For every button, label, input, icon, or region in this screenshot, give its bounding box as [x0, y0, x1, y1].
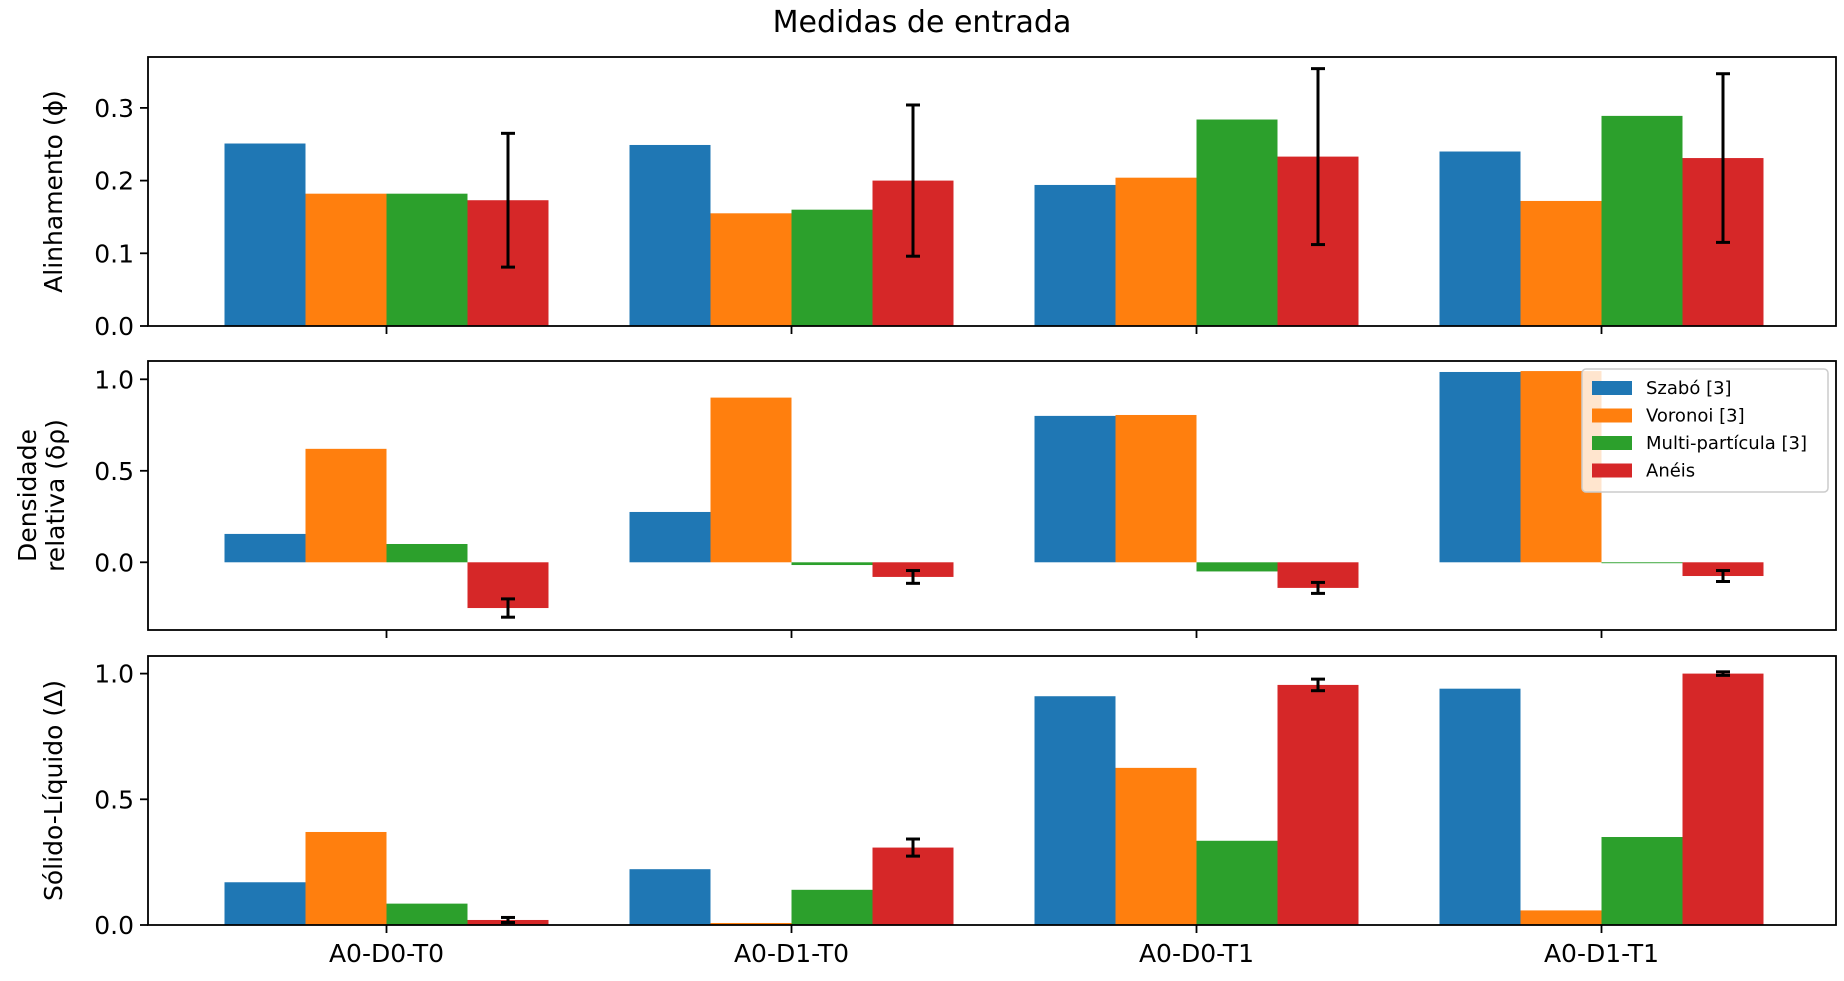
ytick-label-panel3-2: 1.0 [94, 660, 134, 689]
bar-panel1-series1-cat4 [1439, 151, 1521, 326]
bar-panel2-series3-cat3 [1196, 562, 1278, 572]
bar-panel3-series4-cat3 [1277, 684, 1359, 925]
xtick-label-3: A0-D0-T1 [1139, 939, 1254, 968]
bar-panel3-series3-cat1 [386, 903, 468, 925]
bar-panel1-series2-cat1 [305, 193, 387, 326]
panel-1: 0.0 0.1 0.2 0.3 Alinhamento (ϕ) [39, 56, 1837, 341]
xtick-label-1: A0-D0-T0 [329, 939, 444, 968]
bar-panel3-series2-cat2 [710, 922, 792, 925]
bar-panel1-series3-cat1 [386, 193, 468, 326]
panel-2: 0.0 0.5 1.0 Densidade relativa (δρ) [13, 360, 1837, 638]
legend-label-4: Anéis [1646, 461, 1695, 482]
bar-panel3-series3-cat3 [1196, 840, 1278, 925]
ytick-label-panel2-1: 0.5 [94, 457, 134, 486]
ytick-label-panel3-0: 0.0 [94, 911, 134, 940]
bar-panel1-series1-cat2 [629, 144, 711, 326]
ylabel-panel1: Alinhamento (ϕ) [39, 90, 68, 293]
bar-panel3-series1-cat1 [224, 882, 306, 925]
legend-swatch-4 [1592, 463, 1632, 478]
bar-panel3-series1-cat2 [629, 869, 711, 925]
bar-panel3-series1-cat4 [1439, 688, 1521, 925]
axes-frame-panel3 [147, 655, 1837, 926]
legend-label-2: Voronoi [3] [1646, 406, 1745, 427]
bar-panel1-series1-cat3 [1034, 184, 1116, 326]
chart-title: Medidas de entrada [773, 5, 1072, 40]
ytick-label-panel1-0: 0.0 [94, 312, 134, 341]
bar-panel2-series1-cat1 [224, 533, 306, 563]
ytick-label-panel2-2: 1.0 [94, 365, 134, 394]
bar-panel3-series2-cat4 [1520, 910, 1602, 925]
bar-panel2-series3-cat4 [1601, 562, 1683, 564]
bar-panel2-series2-cat1 [305, 448, 387, 563]
bar-panel1-series2-cat3 [1115, 177, 1197, 326]
bar-panel1-series2-cat4 [1520, 200, 1602, 326]
bar-panel3-series1-cat3 [1034, 696, 1116, 925]
ytick-label-panel1-1: 0.1 [94, 239, 134, 268]
bar-panel3-series3-cat4 [1601, 837, 1683, 925]
legend-swatch-3 [1592, 436, 1632, 450]
legend-box [1581, 368, 1829, 493]
legend-label-3: Multi-partícula [3] [1646, 433, 1807, 454]
bar-panel1-series3-cat3 [1196, 119, 1278, 326]
legend-swatch-2 [1592, 408, 1632, 423]
bar-panel1-series3-cat2 [791, 209, 873, 326]
ytick-label-panel2-0: 0.0 [94, 548, 134, 577]
bar-panel3-series2-cat3 [1115, 767, 1197, 925]
ylabel-panel3: Sólido-Líquido (Δ) [39, 680, 68, 901]
axes-frame-panel1 [147, 56, 1837, 327]
bar-panel2-series2-cat2 [710, 397, 792, 563]
bar-panel2-series2-cat3 [1115, 414, 1197, 563]
xtick-label-2: A0-D1-T0 [734, 939, 849, 968]
bar-panel3-series2-cat1 [305, 831, 387, 925]
panels-group: 0.0 0.1 0.2 0.3 Alinhamento (ϕ) 0.0 0.5 1.0 Dens… [13, 56, 1837, 968]
bar-panel3-series4-cat2 [872, 847, 954, 925]
bar-panel3-series3-cat2 [791, 889, 873, 925]
legend-label-1: Szabó [3] [1646, 378, 1732, 399]
bar-panel2-series1-cat2 [629, 511, 711, 563]
bar-panel3-series4-cat4 [1682, 673, 1764, 925]
ylabel-panel2-line1: Densidade [13, 429, 42, 562]
axes-frame-panel2 [147, 360, 1837, 631]
bar-panel1-series1-cat1 [224, 143, 306, 326]
ylabel-panel2-line2: relativa (δρ) [41, 419, 70, 572]
ytick-label-panel1-3: 0.3 [94, 94, 134, 123]
panel-3: 0.0 0.5 1.0 A0-D0-T0 A0-D1-T0 A0-D0-T1 A0-D1-T… [39, 655, 1837, 968]
bar-panel2-series1-cat3 [1034, 415, 1116, 563]
bar-panel1-series3-cat4 [1601, 115, 1683, 326]
ytick-label-panel3-1: 0.5 [94, 785, 134, 814]
bar-panel1-series2-cat2 [710, 213, 792, 326]
ytick-label-panel1-2: 0.2 [94, 167, 134, 196]
xtick-label-4: A0-D1-T1 [1544, 939, 1659, 968]
bar-panel2-series3-cat1 [386, 543, 468, 563]
legend: Szabó [3] Voronoi [3] Multi-partícula [3] A… [1581, 368, 1829, 493]
legend-swatch-1 [1592, 381, 1632, 395]
bar-panel2-series1-cat4 [1439, 371, 1521, 563]
bar-panel2-series3-cat2 [791, 562, 873, 566]
